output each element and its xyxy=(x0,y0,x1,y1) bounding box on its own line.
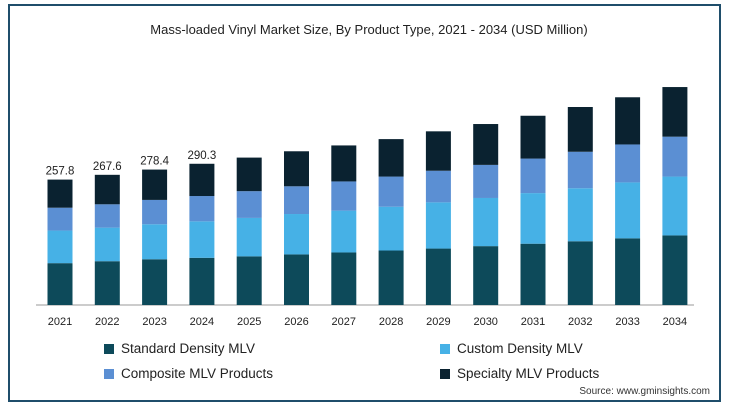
chart-frame xyxy=(8,4,721,402)
bar-segment-2028-s1 xyxy=(378,206,404,251)
source-note: Source: www.gminsights.com xyxy=(579,386,710,397)
x-tick-label: 2023 xyxy=(142,316,166,328)
x-tick-label: 2022 xyxy=(95,316,119,328)
bar-total-label: 278.4 xyxy=(140,156,169,168)
bar-segment-2031-s3 xyxy=(520,115,546,159)
x-tick-label: 2021 xyxy=(48,316,72,328)
bar-segment-2027-s2 xyxy=(331,181,357,211)
bar-segment-2023-s1 xyxy=(142,224,168,260)
bar-segment-2030-s1 xyxy=(473,197,499,247)
bar-segment-2033-s3 xyxy=(615,97,641,145)
bar-segment-2028-s2 xyxy=(378,176,404,207)
bar-segment-2034-s1 xyxy=(662,176,688,236)
bar-segment-2027-s0 xyxy=(331,252,357,305)
bar-segment-2024-s3 xyxy=(189,163,215,197)
bar-segment-2031-s0 xyxy=(520,243,546,305)
bar-segment-2026-s0 xyxy=(284,254,309,305)
bar-segment-2026-s2 xyxy=(284,186,309,215)
bar-segment-2023-s2 xyxy=(142,199,168,225)
bar-segment-2033-s2 xyxy=(615,144,641,183)
bar-segment-2029-s2 xyxy=(425,170,451,203)
bar-segment-2031-s1 xyxy=(520,193,546,244)
bar-segment-2032-s3 xyxy=(567,107,593,152)
bar-total-label: 290.3 xyxy=(188,150,217,162)
bar-segment-2032-s0 xyxy=(567,241,593,305)
bar-segment-2030-s0 xyxy=(473,246,499,305)
bar-segment-2021-s0 xyxy=(47,263,73,305)
bar-segment-2022-s1 xyxy=(94,227,120,262)
x-tick-label: 2034 xyxy=(663,316,687,328)
bar-segment-2022-s0 xyxy=(94,261,120,305)
bar-segment-2023-s3 xyxy=(142,169,168,200)
bar-segment-2032-s2 xyxy=(567,151,593,189)
bar-segment-2023-s0 xyxy=(142,259,168,305)
bar-segment-2029-s1 xyxy=(425,202,451,249)
bar-segment-2025-s2 xyxy=(236,191,262,218)
x-tick-label: 2026 xyxy=(284,316,308,328)
bar-segment-2031-s2 xyxy=(520,158,546,194)
bar-segment-2033-s0 xyxy=(615,238,641,305)
bar-segment-2021-s2 xyxy=(47,207,73,231)
bar-segment-2028-s0 xyxy=(378,250,404,305)
bar-segment-2032-s1 xyxy=(567,188,593,242)
bar-segment-2025-s0 xyxy=(236,256,262,305)
bar-segment-2034-s3 xyxy=(662,87,688,137)
x-tick-label: 2029 xyxy=(426,316,450,328)
bar-segment-2034-s0 xyxy=(662,235,688,305)
bar-segment-2027-s1 xyxy=(331,210,357,253)
bar-total-label: 267.6 xyxy=(93,161,122,173)
bar-segment-2022-s2 xyxy=(94,204,120,228)
bar-segment-2021-s3 xyxy=(47,179,73,208)
bar-segment-2022-s3 xyxy=(94,174,120,205)
bar-segment-2024-s2 xyxy=(189,196,215,222)
bar-segment-2026-s1 xyxy=(284,214,309,255)
x-tick-label: 2033 xyxy=(615,316,639,328)
x-tick-label: 2025 xyxy=(237,316,261,328)
bar-segment-2028-s3 xyxy=(378,139,404,177)
bar-segment-2030-s3 xyxy=(473,124,499,165)
x-tick-label: 2027 xyxy=(332,316,356,328)
chart-title: Mass-loaded Vinyl Market Size, By Produc… xyxy=(150,22,588,37)
x-tick-label: 2032 xyxy=(568,316,592,328)
bar-segment-2026-s3 xyxy=(284,151,309,187)
x-tick-label: 2024 xyxy=(190,316,214,328)
bar-segment-2025-s1 xyxy=(236,217,262,257)
bar-segment-2030-s2 xyxy=(473,164,499,198)
x-tick-label: 2030 xyxy=(473,316,497,328)
x-tick-label: 2028 xyxy=(379,316,403,328)
bar-segment-2029-s0 xyxy=(425,248,451,305)
bar-total-label: 257.8 xyxy=(46,166,75,178)
bar-segment-2021-s1 xyxy=(47,230,73,264)
bar-segment-2025-s3 xyxy=(236,157,262,192)
bar-segment-2029-s3 xyxy=(425,131,451,171)
bar-segment-2034-s2 xyxy=(662,136,688,177)
bar-segment-2024-s0 xyxy=(189,257,215,305)
x-tick-label: 2031 xyxy=(521,316,545,328)
bar-segment-2027-s3 xyxy=(331,145,357,182)
bar-segment-2024-s1 xyxy=(189,221,215,258)
bar-segment-2033-s1 xyxy=(615,182,641,239)
